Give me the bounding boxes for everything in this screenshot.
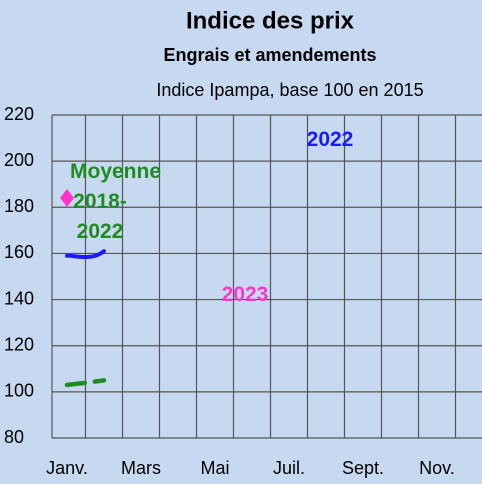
series-annotation: 2023 [221,283,269,306]
x-tick-label: Sept. [342,458,384,478]
y-tick-label: 140 [4,288,34,308]
chart-title: Indice des prix [186,7,355,34]
chart-subtitle: Engrais et amendements [163,45,376,65]
point-marker [60,189,74,208]
y-tick-label: 200 [4,150,34,170]
series-annotation: Moyenne 2018-2022 [70,160,162,243]
y-tick-label: 220 [4,104,34,124]
y-axis-label: Indice Ipampa, base 100 en 2015 [156,80,423,100]
series-line [65,249,106,260]
y-tick-label: 120 [4,334,34,354]
y-tick-label: 80 [4,427,24,447]
x-tick-label: Mars [121,458,161,478]
x-tick-label: Janv. [46,458,88,478]
y-tick-label: 160 [4,242,34,262]
series-line [64,378,107,388]
y-tick-label: 100 [4,381,34,401]
x-tick-label: Mai [200,458,229,478]
x-tick-label: Nov. [419,458,455,478]
y-tick-label: 180 [4,196,34,216]
x-tick-label: Juil. [273,458,305,478]
series-annotation: 2022 [306,128,354,151]
